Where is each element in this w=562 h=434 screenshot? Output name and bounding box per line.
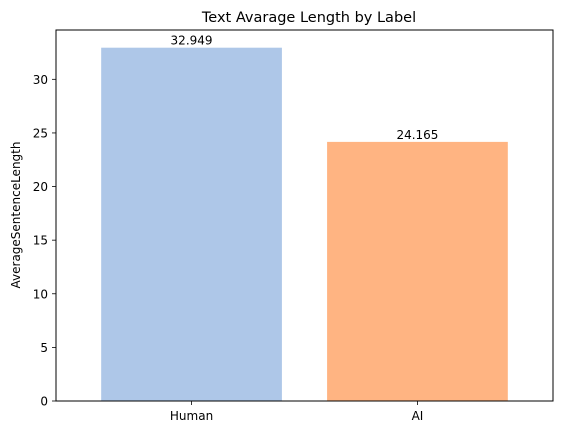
y-axis-label: AverageSentenceLength bbox=[9, 142, 23, 289]
y-tick-label-15: 15 bbox=[33, 234, 48, 248]
value-label-human: 32.949 bbox=[171, 34, 213, 48]
x-tick-label-ai: AI bbox=[412, 409, 424, 423]
y-tick-label-20: 20 bbox=[33, 180, 48, 194]
y-tick-label-5: 5 bbox=[40, 341, 48, 355]
value-label-ai: 24.165 bbox=[396, 128, 438, 142]
x-tick-label-human: Human bbox=[170, 409, 213, 423]
plot-frame bbox=[55, 29, 554, 402]
bar-human bbox=[101, 47, 282, 401]
chart-title: Text Avarage Length by Label bbox=[201, 10, 416, 26]
value-labels-layer: 32.949 24.165 bbox=[171, 34, 439, 142]
bar-ai bbox=[327, 141, 508, 401]
x-axis-ticks: Human AI bbox=[170, 401, 423, 423]
y-tick-label-10: 10 bbox=[33, 287, 48, 301]
y-axis-ticks: 0 5 10 15 20 25 30 bbox=[33, 73, 56, 409]
y-tick-label-0: 0 bbox=[40, 395, 48, 409]
bars-layer bbox=[101, 47, 508, 401]
y-tick-label-30: 30 bbox=[33, 73, 48, 87]
y-tick-label-25: 25 bbox=[33, 126, 48, 140]
